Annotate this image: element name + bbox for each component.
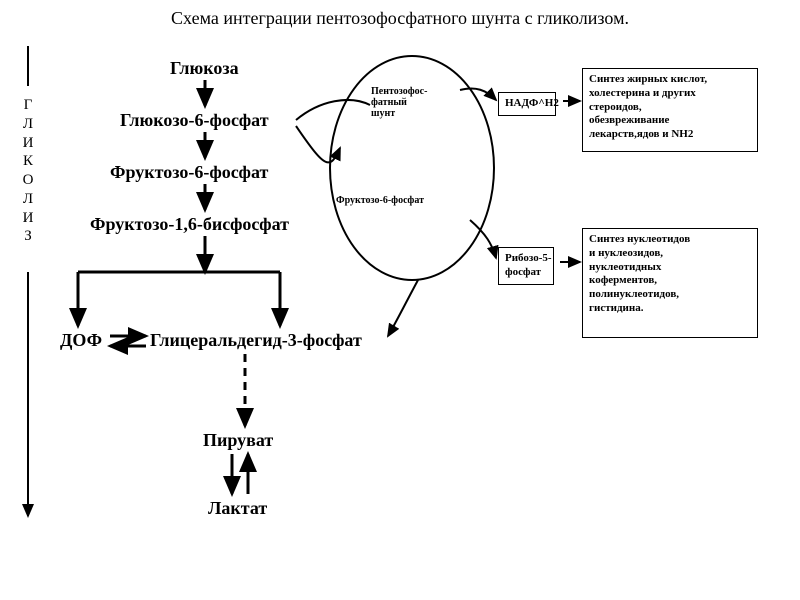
- node-g6p: Глюкозо-6-фосфат: [120, 110, 269, 131]
- node-ga3p: Глицеральдегид-3-фосфат: [150, 330, 362, 351]
- node-glucose: Глюкоза: [170, 58, 239, 79]
- node-f16bp: Фруктозо-1,6-бисфосфат: [90, 214, 289, 235]
- box-fatty-acid-synthesis: Синтез жирных кислот, холестерина и друг…: [582, 68, 758, 152]
- node-pyruvate: Пируват: [203, 430, 273, 451]
- box-nadph: НАДФ^Н2: [498, 92, 556, 116]
- label-ppp-shunt: Пентозофос- фатный шунт: [371, 86, 427, 119]
- box-nucleotide-synthesis: Синтез нуклеотидов и нуклеозидов, нуклео…: [582, 228, 758, 338]
- diagram-canvas: { "title": "Схема интеграции пентозофосф…: [0, 0, 800, 600]
- node-f6p: Фруктозо-6-фосфат: [110, 162, 268, 183]
- node-dof: ДОФ: [60, 330, 102, 351]
- box-r5p: Рибозо-5- фосфат: [498, 247, 554, 285]
- node-lactate: Лактат: [208, 498, 267, 519]
- label-f6p-inner: Фруктозо-6-фосфат: [336, 195, 424, 206]
